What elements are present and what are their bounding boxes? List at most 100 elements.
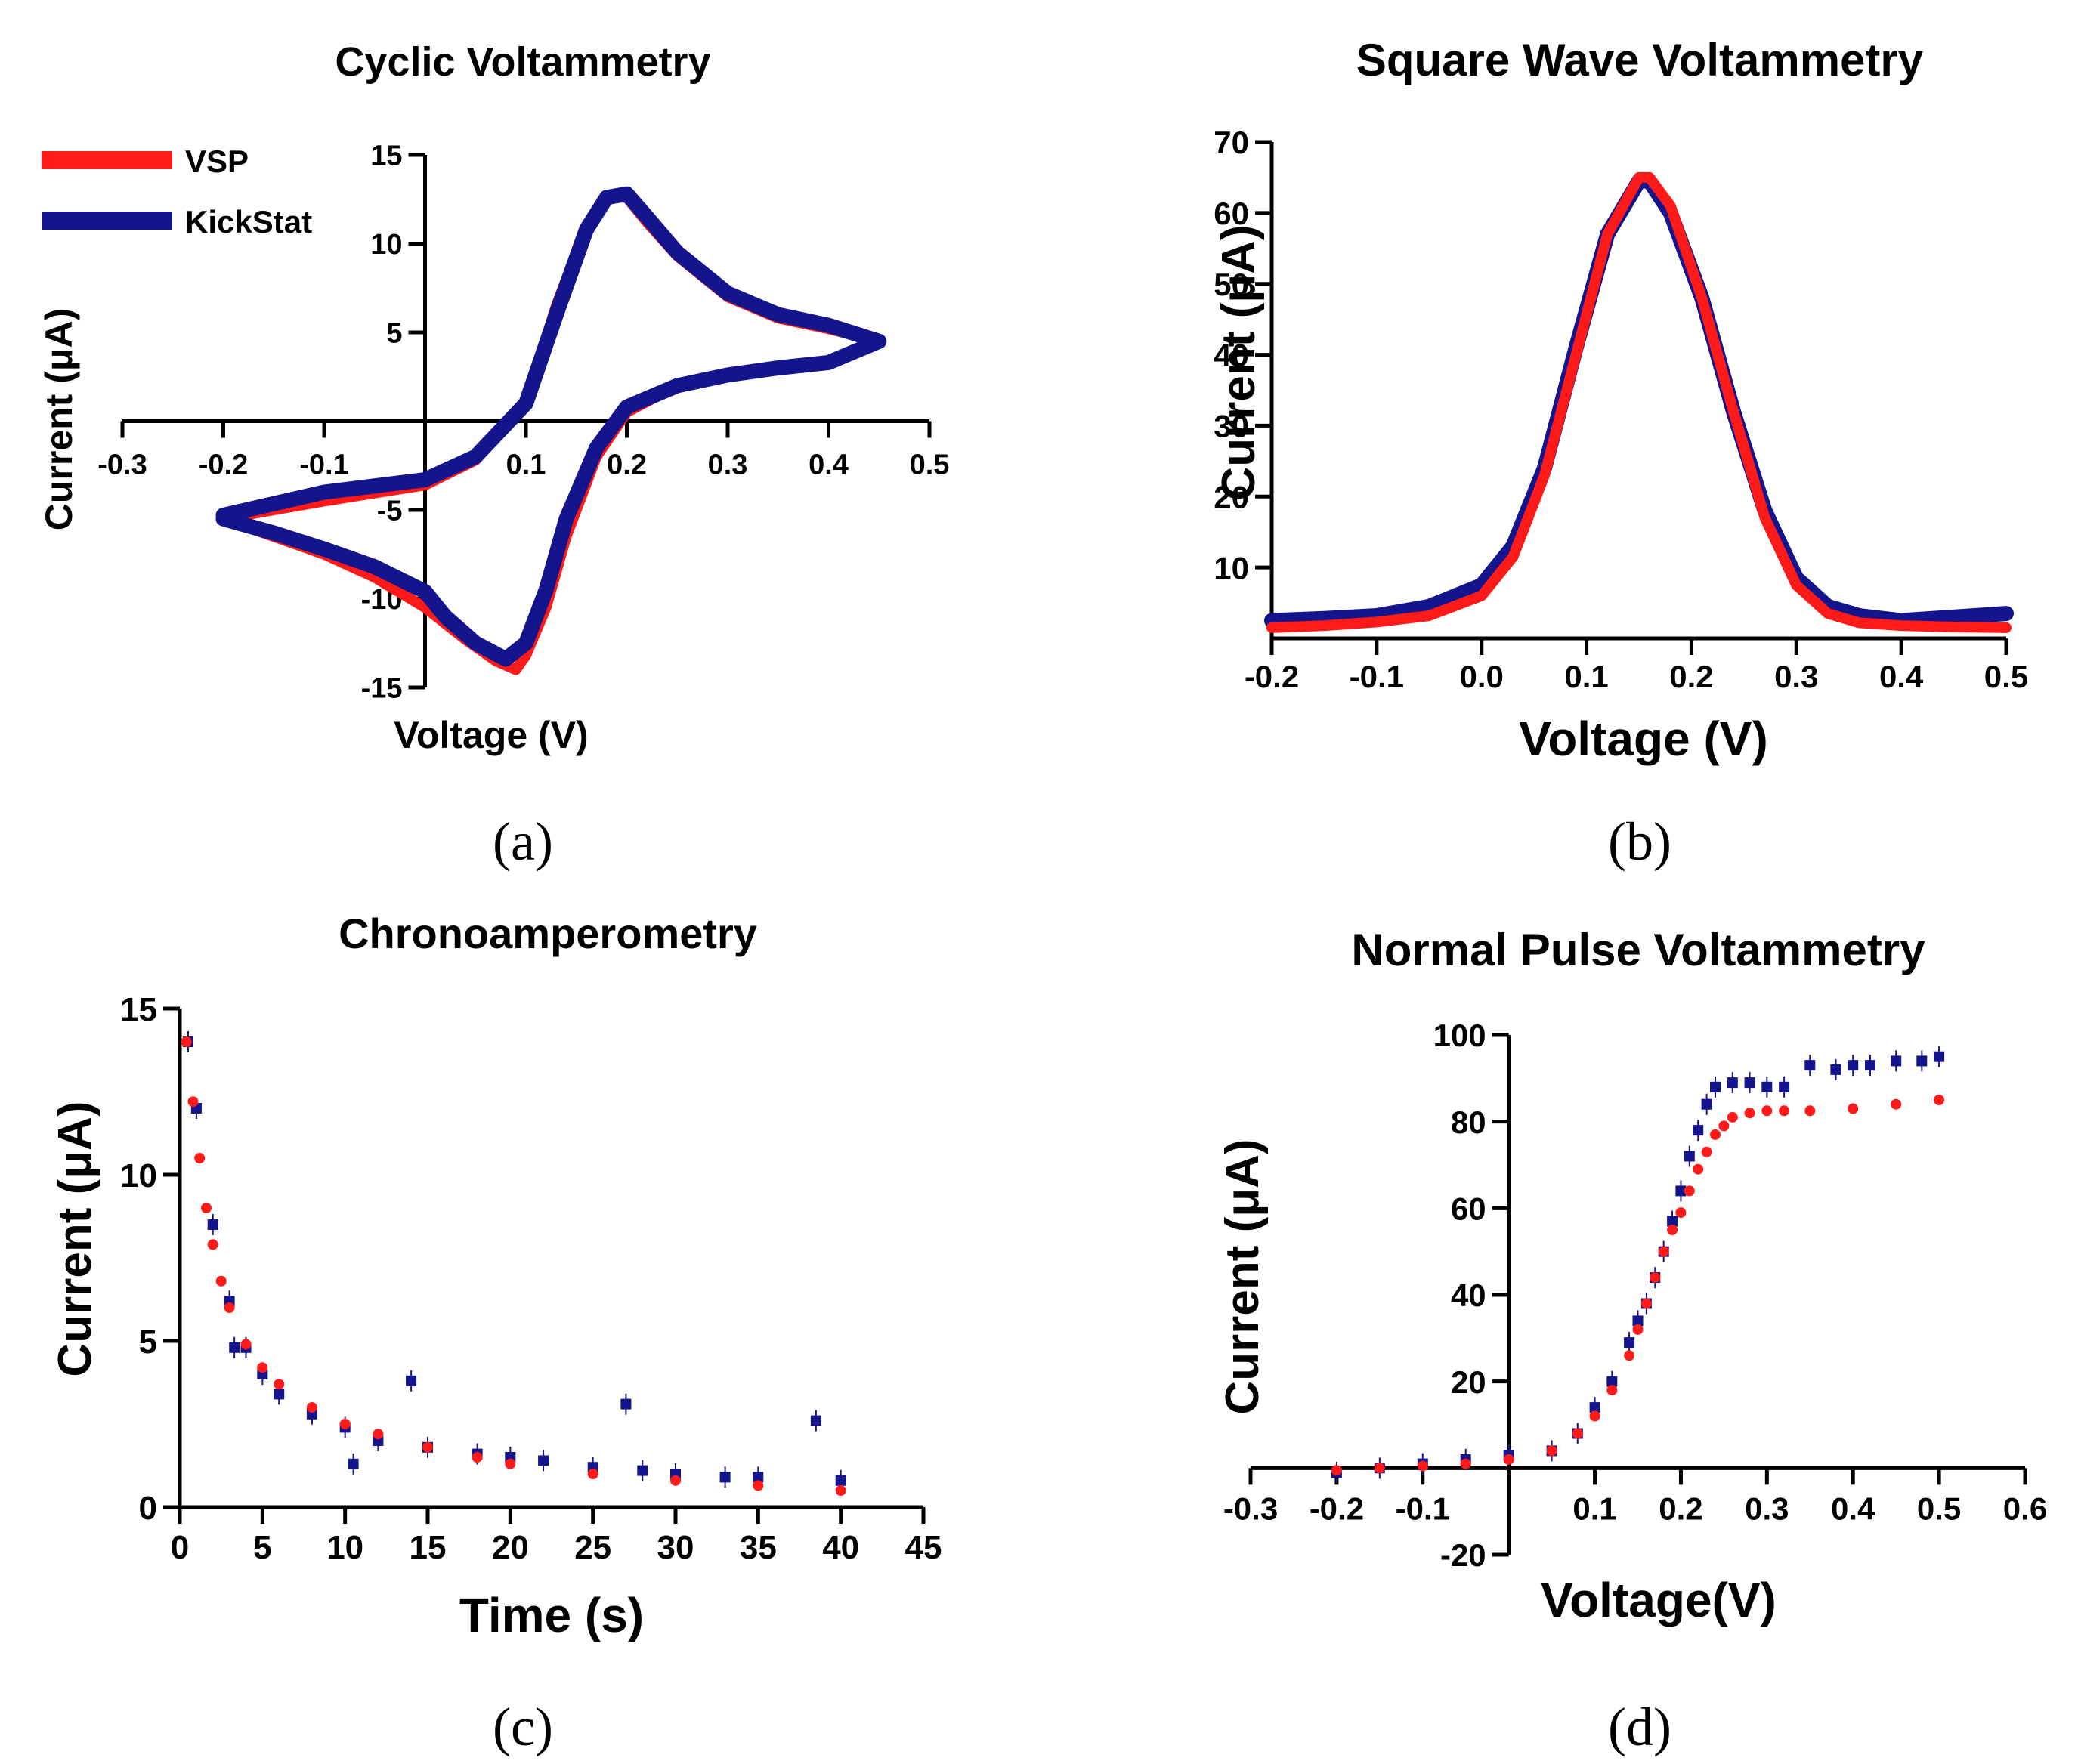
data-point — [1710, 1129, 1721, 1140]
data-point — [422, 1441, 433, 1453]
data-point — [824, 320, 833, 330]
data-point — [373, 1429, 384, 1440]
y-tick-label: -5 — [377, 496, 403, 527]
data-point — [835, 1485, 846, 1496]
data-point — [1934, 1095, 1945, 1105]
data-point — [1949, 612, 1959, 622]
data-point — [1424, 601, 1434, 611]
panel-d-xlabel: Voltage(V) — [1541, 1573, 1777, 1627]
panel-a-label: (a) — [493, 811, 553, 872]
data-point — [723, 370, 732, 380]
data-point — [673, 248, 682, 258]
x-tick-label: 0.5 — [1984, 659, 2028, 694]
x-tick-label: 0.1 — [1564, 659, 1608, 694]
data-point — [1830, 1064, 1841, 1075]
data-point — [1632, 1315, 1644, 1327]
data-point — [274, 1389, 285, 1400]
data-point — [1727, 1111, 1738, 1123]
x-tick-label: 30 — [657, 1529, 694, 1566]
panel-a-xlabel: Voltage (V) — [394, 714, 588, 756]
data-point — [1779, 1081, 1790, 1092]
y-tick-label: 50 — [1214, 267, 1249, 302]
y-tick-label: 5 — [386, 318, 402, 350]
y-tick-label: 20 — [1451, 1364, 1486, 1400]
data-point — [1667, 202, 1674, 209]
y-tick-label: 60 — [1214, 196, 1249, 231]
data-point — [1604, 231, 1611, 237]
y-tick-label: 60 — [1451, 1191, 1486, 1226]
data-point — [257, 1362, 268, 1373]
x-tick-label: 15 — [410, 1529, 447, 1566]
data-point — [1503, 1454, 1514, 1465]
x-tick-label: 0.3 — [1774, 659, 1818, 694]
data-point — [1804, 1105, 1816, 1117]
data-point — [824, 357, 833, 367]
data-point — [1589, 1410, 1600, 1422]
panel-d-title: Normal Pulse Voltammetry — [1351, 925, 1925, 975]
data-point — [561, 514, 571, 524]
y-tick-label: 15 — [120, 991, 157, 1028]
y-tick-label: 15 — [370, 141, 402, 172]
x-tick-label: 0.1 — [1572, 1491, 1616, 1526]
data-point — [1744, 1077, 1755, 1089]
x-tick-label: 0.4 — [1831, 1491, 1875, 1526]
data-point — [1804, 1060, 1816, 1071]
panel-a-series-kickstat — [218, 192, 885, 675]
data-point — [1546, 1445, 1557, 1457]
data-point — [1950, 624, 1957, 630]
x-tick-label: 0.2 — [1669, 659, 1713, 694]
x-tick-label: 20 — [492, 1529, 529, 1566]
x-tick-label: 0.5 — [1917, 1491, 1961, 1526]
data-point — [1541, 472, 1548, 479]
data-point — [274, 1379, 285, 1390]
data-point — [1636, 174, 1642, 181]
data-point — [441, 612, 450, 621]
data-point — [1658, 1246, 1669, 1257]
panel-d-label: (d) — [1608, 1697, 1671, 1757]
data-point — [874, 336, 884, 346]
data-point — [181, 1036, 192, 1047]
x-tick-label: -0.2 — [199, 449, 248, 481]
x-tick-label: 40 — [822, 1529, 859, 1566]
data-point — [1374, 1463, 1385, 1474]
data-point — [1572, 351, 1579, 358]
legend: VSP KickStat — [42, 144, 312, 239]
data-point — [215, 1275, 227, 1287]
data-point — [1744, 1108, 1755, 1119]
data-point — [1856, 619, 1863, 626]
data-point — [1710, 1081, 1721, 1092]
legend-label-vsp: VSP — [185, 144, 249, 179]
y-tick-label: 5 — [139, 1324, 157, 1361]
data-point — [306, 1402, 317, 1413]
data-point — [501, 654, 511, 664]
series-line-vsp — [1266, 171, 2012, 633]
series-line-kickstat — [1264, 173, 2014, 629]
data-point — [723, 289, 732, 298]
x-tick-label: -0.1 — [1396, 1491, 1450, 1526]
data-point — [240, 1339, 252, 1350]
data-point — [420, 587, 430, 597]
x-tick-label: 0.0 — [1460, 659, 1504, 694]
data-point — [753, 1472, 764, 1483]
data-point — [1373, 619, 1380, 626]
data-point — [1701, 1146, 1712, 1157]
data-point — [1684, 1185, 1695, 1197]
data-point — [1848, 1103, 1859, 1114]
data-point — [1701, 1098, 1712, 1110]
x-tick-label: 0.4 — [1879, 659, 1924, 694]
data-point — [1699, 295, 1705, 301]
data-point — [1606, 1385, 1618, 1396]
x-tick-label: 5 — [253, 1529, 271, 1566]
panel-b-xlabel: Voltage (V) — [1519, 712, 1768, 766]
data-point — [471, 452, 481, 462]
data-point — [1650, 1272, 1661, 1284]
data-point — [194, 1153, 206, 1163]
panel-c-chronoamperometry: Chronoamperometry 0 5 10 15 20 25 30 35 40 45 0 5 10… — [49, 910, 942, 1757]
data-point — [1632, 1324, 1644, 1335]
x-tick-label: 0.2 — [607, 449, 647, 481]
data-point — [670, 1475, 681, 1486]
panel-c-axes: 0 5 10 15 20 25 30 35 40 45 0 5 10 15 — [120, 991, 942, 1566]
x-tick-label: 25 — [574, 1529, 611, 1566]
